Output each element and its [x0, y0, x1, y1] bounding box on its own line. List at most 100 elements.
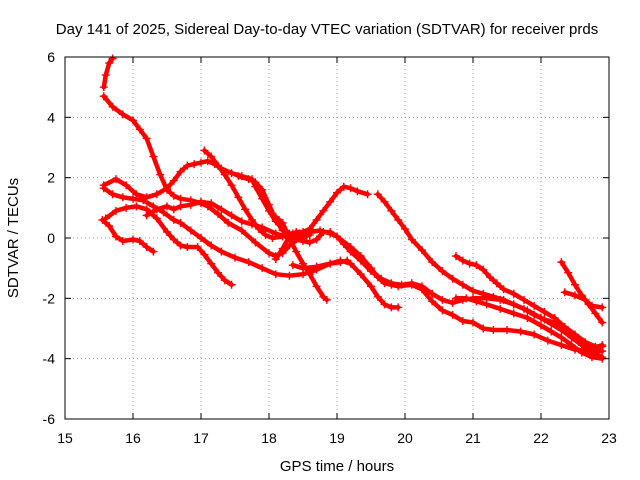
data-point-marker [152, 190, 161, 199]
data-point-marker [152, 205, 161, 214]
data-point-marker [207, 199, 216, 208]
data-point-marker [248, 215, 256, 224]
data-point-marker [220, 170, 229, 179]
data-point-marker [377, 274, 386, 283]
series-line [101, 56, 115, 90]
data-point-marker [278, 218, 287, 227]
data-point-marker [227, 181, 236, 190]
data-point-marker [479, 324, 488, 333]
data-point-marker [407, 279, 416, 288]
data-point-marker [479, 265, 488, 274]
data-point-marker [492, 279, 501, 288]
data-point-marker [101, 214, 110, 223]
data-point-marker [299, 264, 307, 273]
data-point-marker [176, 218, 185, 227]
data-point-marker [231, 253, 239, 262]
data-point-marker [496, 304, 505, 313]
series-track-17 [560, 288, 607, 312]
x-tick-label: 23 [601, 430, 617, 446]
data-point-marker [418, 282, 426, 291]
data-point-marker [112, 206, 120, 215]
data-point-marker [387, 206, 396, 215]
axis-ticks: 15 16 17 18 19 20 21 22 23 -6 -4 -2 0 2 4 6 [43, 49, 617, 446]
data-point-marker [339, 240, 348, 249]
data-point-marker [516, 327, 525, 336]
data-point-marker [176, 241, 185, 250]
data-point-marker [333, 188, 341, 197]
data-point-marker [373, 292, 382, 301]
data-point-marker [367, 267, 375, 276]
data-point-marker [438, 306, 447, 315]
data-point-marker [567, 341, 576, 350]
data-point-marker [193, 243, 202, 252]
data-point-marker [207, 241, 216, 250]
data-point-marker [407, 235, 416, 244]
data-point-marker [278, 244, 287, 253]
data-point-marker [598, 318, 607, 327]
series-track-1 [99, 54, 117, 92]
data-point-marker [448, 298, 457, 307]
data-point-marker [149, 247, 158, 256]
y-tick-label: -6 [43, 411, 56, 427]
data-point-marker [152, 214, 161, 223]
data-point-marker [591, 309, 600, 318]
data-point-marker [241, 205, 250, 214]
series-line [100, 217, 156, 254]
data-point-marker [428, 258, 437, 267]
data-point-marker [186, 200, 195, 209]
data-point-marker [356, 256, 365, 265]
data-point-marker [217, 247, 226, 256]
data-point-marker [543, 336, 552, 345]
data-point-marker [108, 54, 117, 63]
data-point-marker [227, 211, 236, 220]
series-track-10 [271, 227, 314, 264]
x-tick-label: 17 [193, 430, 209, 446]
data-point-marker [469, 286, 477, 295]
data-point-marker [326, 227, 335, 236]
data-point-marker [197, 234, 205, 242]
data-point-marker [261, 230, 270, 239]
data-point-marker [581, 295, 590, 304]
data-point-marker [465, 259, 474, 268]
data-point-marker [251, 178, 260, 187]
data-point-marker [200, 250, 209, 259]
data-point-marker [540, 307, 549, 316]
data-point-marker [220, 276, 229, 285]
data-point-marker [319, 227, 328, 236]
data-point-marker [122, 203, 131, 212]
data-point-marker [571, 280, 579, 289]
data-point-marker [353, 187, 362, 196]
data-point-marker [557, 341, 566, 350]
y-tick-label: 6 [47, 49, 55, 65]
data-point-marker [509, 300, 518, 309]
data-point-marker [540, 315, 549, 324]
series-track-6 [98, 215, 158, 256]
data-point-marker [265, 200, 273, 209]
data-point-marker [135, 125, 144, 134]
data-point-marker [557, 258, 566, 267]
y-tick-label: 2 [47, 170, 55, 186]
data-point-marker [142, 205, 151, 214]
data-point-marker [190, 160, 199, 169]
data-point-marker [285, 234, 294, 242]
data-point-marker [472, 261, 481, 270]
data-point-marker [234, 172, 243, 181]
data-point-marker [169, 176, 178, 185]
data-point-marker [258, 185, 267, 194]
data-point-marker [122, 181, 131, 190]
y-tick-label: -4 [43, 351, 56, 367]
data-point-marker [394, 215, 403, 224]
data-point-marker [129, 116, 137, 125]
data-point-marker [183, 243, 192, 252]
data-point-marker [285, 271, 294, 280]
data-point-marker [489, 326, 498, 335]
data-point-marker [237, 217, 246, 226]
data-point-marker [469, 318, 477, 327]
x-tick-label: 18 [261, 430, 277, 446]
data-point-marker [448, 310, 457, 319]
data-point-marker [312, 282, 321, 291]
data-point-marker [156, 170, 165, 179]
data-point-marker [333, 232, 341, 241]
data-point-marker [520, 295, 528, 304]
data-point-marker [200, 146, 209, 155]
